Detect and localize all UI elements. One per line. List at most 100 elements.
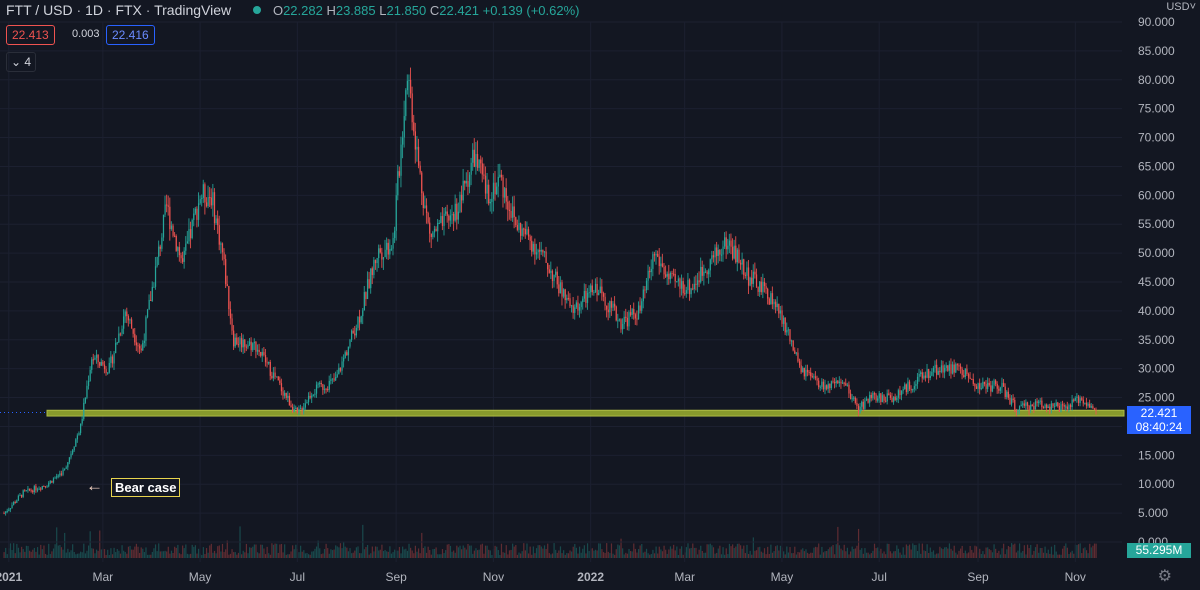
candle-body: [22, 490, 24, 497]
currency-selector[interactable]: USD˅: [1166, 1, 1196, 13]
candle-body: [46, 486, 48, 488]
candle-body: [655, 254, 657, 256]
volume-bar: [315, 546, 318, 558]
volume-bar: [747, 553, 750, 558]
volume-bar: [362, 524, 364, 558]
candle-body: [366, 279, 369, 300]
candle-body: [1026, 402, 1029, 406]
candle-body: [432, 232, 434, 238]
volume-bar: [920, 553, 922, 558]
y-tick-label: 40.000: [1138, 304, 1175, 318]
gear-icon[interactable]: ⚙: [1157, 568, 1172, 585]
candle-body: [660, 263, 662, 267]
interval-label[interactable]: 1D: [85, 2, 103, 18]
volume-bar: [317, 540, 319, 558]
volume-bar: [1073, 553, 1075, 558]
candle-body: [188, 229, 190, 242]
candle-body: [441, 216, 444, 226]
volume-bar: [290, 551, 292, 558]
candle-body: [596, 283, 598, 296]
volume-bar: [435, 547, 437, 558]
volume-bar: [245, 543, 248, 558]
volume-bar: [86, 550, 88, 558]
volume-bar: [1085, 550, 1088, 558]
candle-body: [763, 281, 766, 287]
volume-bar: [319, 548, 321, 558]
candle-body: [1012, 398, 1014, 400]
volume-bar: [585, 553, 587, 558]
volume-bar: [175, 547, 177, 558]
candle-body: [762, 281, 764, 293]
symbol-name[interactable]: FTT / USD: [6, 2, 73, 18]
volume-bar: [849, 551, 852, 558]
candle-body: [319, 382, 321, 384]
volume-bar: [312, 551, 314, 558]
volume-bar: [773, 551, 775, 558]
candle-body: [250, 341, 252, 351]
volume-bar: [814, 546, 817, 558]
candle-body: [398, 171, 401, 176]
volume-bar: [566, 552, 568, 558]
candle-body: [693, 283, 695, 290]
candle-body: [899, 390, 901, 396]
volume-bar: [223, 551, 225, 558]
candle-body: [910, 388, 912, 391]
candle-body: [765, 286, 767, 289]
volume-bar: [1071, 550, 1073, 558]
candle-body: [818, 380, 820, 388]
volume-bar: [323, 549, 326, 558]
candle-body: [83, 402, 85, 419]
volume-bar: [1017, 550, 1019, 558]
candle-body: [185, 243, 187, 251]
candle-body: [115, 342, 117, 354]
y-tick-label: 25.000: [1138, 391, 1175, 405]
volume-bar: [1068, 553, 1070, 558]
candle-body: [1025, 402, 1027, 406]
y-tick-label: 50.000: [1138, 246, 1175, 260]
candle-body: [154, 266, 157, 287]
volume-bar: [757, 547, 759, 558]
volume-bar: [129, 545, 131, 558]
volume-bar: [918, 543, 920, 558]
candle-body: [515, 217, 517, 226]
volume-bar: [145, 547, 147, 558]
candle-body: [594, 283, 597, 293]
candle-body: [263, 352, 265, 355]
volume-bar: [406, 550, 409, 558]
symbol-header[interactable]: FTT / USD · 1D · FTX · TradingView O22.2…: [6, 2, 580, 18]
volume-bar: [201, 554, 203, 558]
candle-body: [405, 90, 407, 117]
candle-body: [543, 251, 546, 253]
candle-body: [639, 305, 641, 311]
volume-bar: [261, 544, 263, 558]
bear-case-annotation[interactable]: Bear case: [111, 478, 181, 497]
candle-body: [413, 122, 415, 132]
volume-bar: [414, 545, 416, 558]
volume-bar: [139, 552, 141, 558]
volume-bar: [768, 553, 770, 558]
volume-bar: [818, 543, 820, 558]
candle-body: [5, 511, 7, 514]
buy-price-button[interactable]: 22.416: [106, 25, 155, 45]
candle-body: [425, 205, 428, 213]
candle-body: [492, 182, 495, 199]
candle-body: [814, 376, 817, 379]
volume-bar: [478, 549, 480, 558]
candle-body: [226, 284, 228, 287]
volume-bar: [1095, 543, 1097, 558]
candle-body: [918, 373, 920, 377]
sell-price-button[interactable]: 22.413: [6, 25, 55, 45]
candle-body: [437, 222, 439, 232]
volume-bar: [1092, 545, 1094, 558]
volume-bar: [507, 554, 509, 558]
volume-bar: [475, 548, 477, 558]
volume-bar: [827, 549, 829, 558]
volume-bar: [958, 550, 960, 558]
candle-body: [893, 396, 895, 403]
candle-body: [990, 385, 992, 392]
candle-body: [277, 376, 279, 381]
candle-body: [67, 462, 69, 468]
indicators-toggle-button[interactable]: ⌄ 4: [6, 52, 37, 72]
candle-body: [738, 249, 740, 263]
